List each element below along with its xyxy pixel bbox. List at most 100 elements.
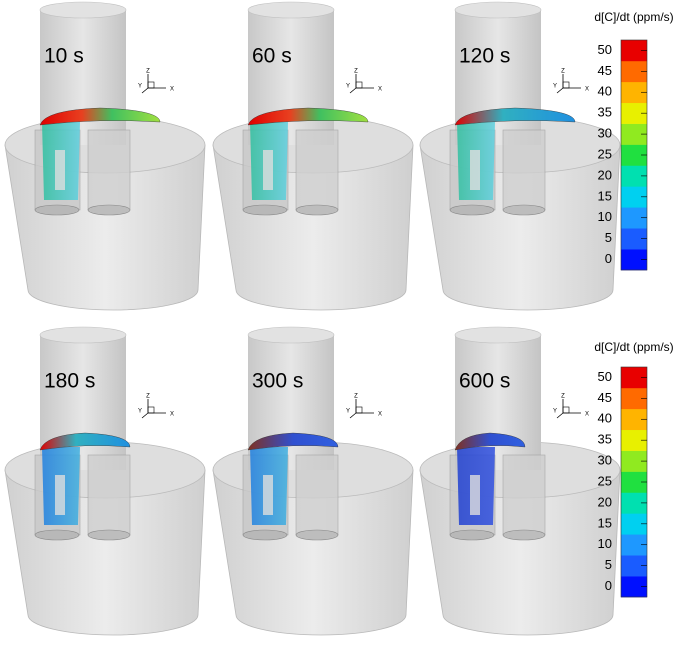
panel-label: 60 s (252, 45, 292, 68)
colorbar-band (621, 40, 647, 62)
colorbar-band (621, 249, 647, 271)
panel: 300 s Z Y X (212, 326, 414, 636)
plume-top (454, 432, 526, 451)
inner-cylinder-base (295, 204, 339, 216)
colorbar-tick-label: 35 (598, 105, 612, 120)
colorbar-band (621, 450, 647, 472)
triad-label: Y (138, 84, 142, 90)
colorbar-title: d[C]/dt (ppm/s) (594, 10, 673, 24)
triad-box (355, 406, 363, 414)
inner-cylinder-base (295, 529, 339, 541)
colorbar-band (621, 408, 647, 431)
inner-cylinder-base (87, 204, 131, 216)
triad-box (562, 81, 570, 89)
colorbar-band (621, 102, 647, 124)
colorbar-band (621, 387, 647, 410)
column-top (39, 326, 127, 344)
triad-label: Y (138, 409, 142, 415)
colorbar-tick-label: 40 (598, 411, 612, 426)
triad-label: Z (354, 69, 358, 75)
panel: 120 s Z Y X (419, 1, 621, 311)
plume-core (470, 150, 480, 190)
panel: 180 s Z Y X (4, 326, 206, 636)
colorbar-band (621, 555, 647, 577)
colorbar-tick-label: 0 (605, 251, 612, 266)
axis-triad: Z Y X (553, 69, 589, 94)
axis-triad: Z Y X (553, 394, 589, 419)
inner-cylinder (87, 454, 131, 536)
colorbar-band (621, 471, 647, 493)
colorbar-band (621, 165, 647, 187)
column-top (39, 1, 127, 19)
plume-top (247, 432, 339, 451)
colorbar-tick-label: 20 (598, 494, 612, 509)
inner-cylinder-base (242, 204, 288, 216)
colorbar-tick-label: 0 (605, 578, 612, 593)
colorbar-tick-label: 40 (598, 84, 612, 99)
panel: 10 s Z Y X (4, 1, 206, 311)
panel: 600 s Z Y X (419, 326, 621, 636)
colorbar-tick-label: 15 (598, 515, 612, 530)
colorbar-tick-label: 5 (605, 230, 612, 245)
axis-triad: Z Y X (138, 69, 174, 94)
column-top (454, 326, 542, 344)
colorbar-tick-label: 25 (598, 146, 612, 161)
panel-label: 120 s (459, 45, 510, 68)
triad-label: Y (553, 84, 557, 90)
panel-label: 10 s (44, 45, 84, 68)
colorbar-tick-label: 50 (598, 42, 612, 57)
colorbar-tick-label: 20 (598, 167, 612, 182)
triad-label: Y (346, 84, 350, 90)
colorbar-band (621, 513, 647, 535)
plume-top (39, 107, 161, 126)
colorbar-tick-label: 30 (598, 126, 612, 141)
inner-cylinder-base (87, 529, 131, 541)
panel: 60 s Z Y X (212, 1, 414, 311)
inner-cylinder (295, 454, 339, 536)
colorbar-title: d[C]/dt (ppm/s) (594, 340, 673, 354)
inner-cylinder (502, 129, 546, 211)
inner-cylinder-base (34, 529, 80, 541)
colorbar-band (621, 123, 647, 145)
colorbar-band (621, 367, 647, 389)
column-top (247, 326, 335, 344)
colorbar-band (621, 576, 647, 598)
colorbar-tick-label: 45 (598, 63, 612, 78)
column-top (454, 1, 542, 19)
triad-label: Z (146, 69, 150, 75)
colorbar-tick-label: 45 (598, 390, 612, 405)
triad-label: Z (561, 394, 565, 400)
plume-core (263, 150, 273, 190)
colorbar-band (621, 81, 647, 104)
colorbar-tick-label: 10 (598, 536, 612, 551)
triad-box (355, 81, 363, 89)
plume-core (263, 475, 273, 515)
triad-box (147, 406, 155, 414)
inner-cylinder-base (242, 529, 288, 541)
colorbar-band (621, 429, 647, 451)
plume-core (470, 475, 480, 515)
axis-triad: Z Y X (346, 69, 382, 94)
triad-box (147, 81, 155, 89)
colorbar-tick-label: 15 (598, 188, 612, 203)
colorbar-tick-label: 25 (598, 473, 612, 488)
inner-cylinder-base (502, 529, 546, 541)
plume-core (55, 150, 65, 190)
colorbar-band (621, 207, 647, 229)
column-top (247, 1, 335, 19)
plume-top (247, 107, 369, 126)
triad-label: X (170, 87, 174, 93)
panel-label: 180 s (44, 370, 95, 393)
triad-label: Y (553, 409, 557, 415)
colorbar-tick-label: 10 (598, 209, 612, 224)
axis-triad: Z Y X (138, 394, 174, 419)
triad-label: Z (561, 69, 565, 75)
axis-triad: Z Y X (346, 394, 382, 419)
plume-top (454, 107, 576, 126)
colorbar-band (621, 144, 647, 166)
triad-label: X (170, 412, 174, 418)
triad-label: Z (354, 394, 358, 400)
inner-cylinder-base (449, 204, 495, 216)
triad-label: X (585, 412, 589, 418)
triad-label: X (378, 87, 382, 93)
